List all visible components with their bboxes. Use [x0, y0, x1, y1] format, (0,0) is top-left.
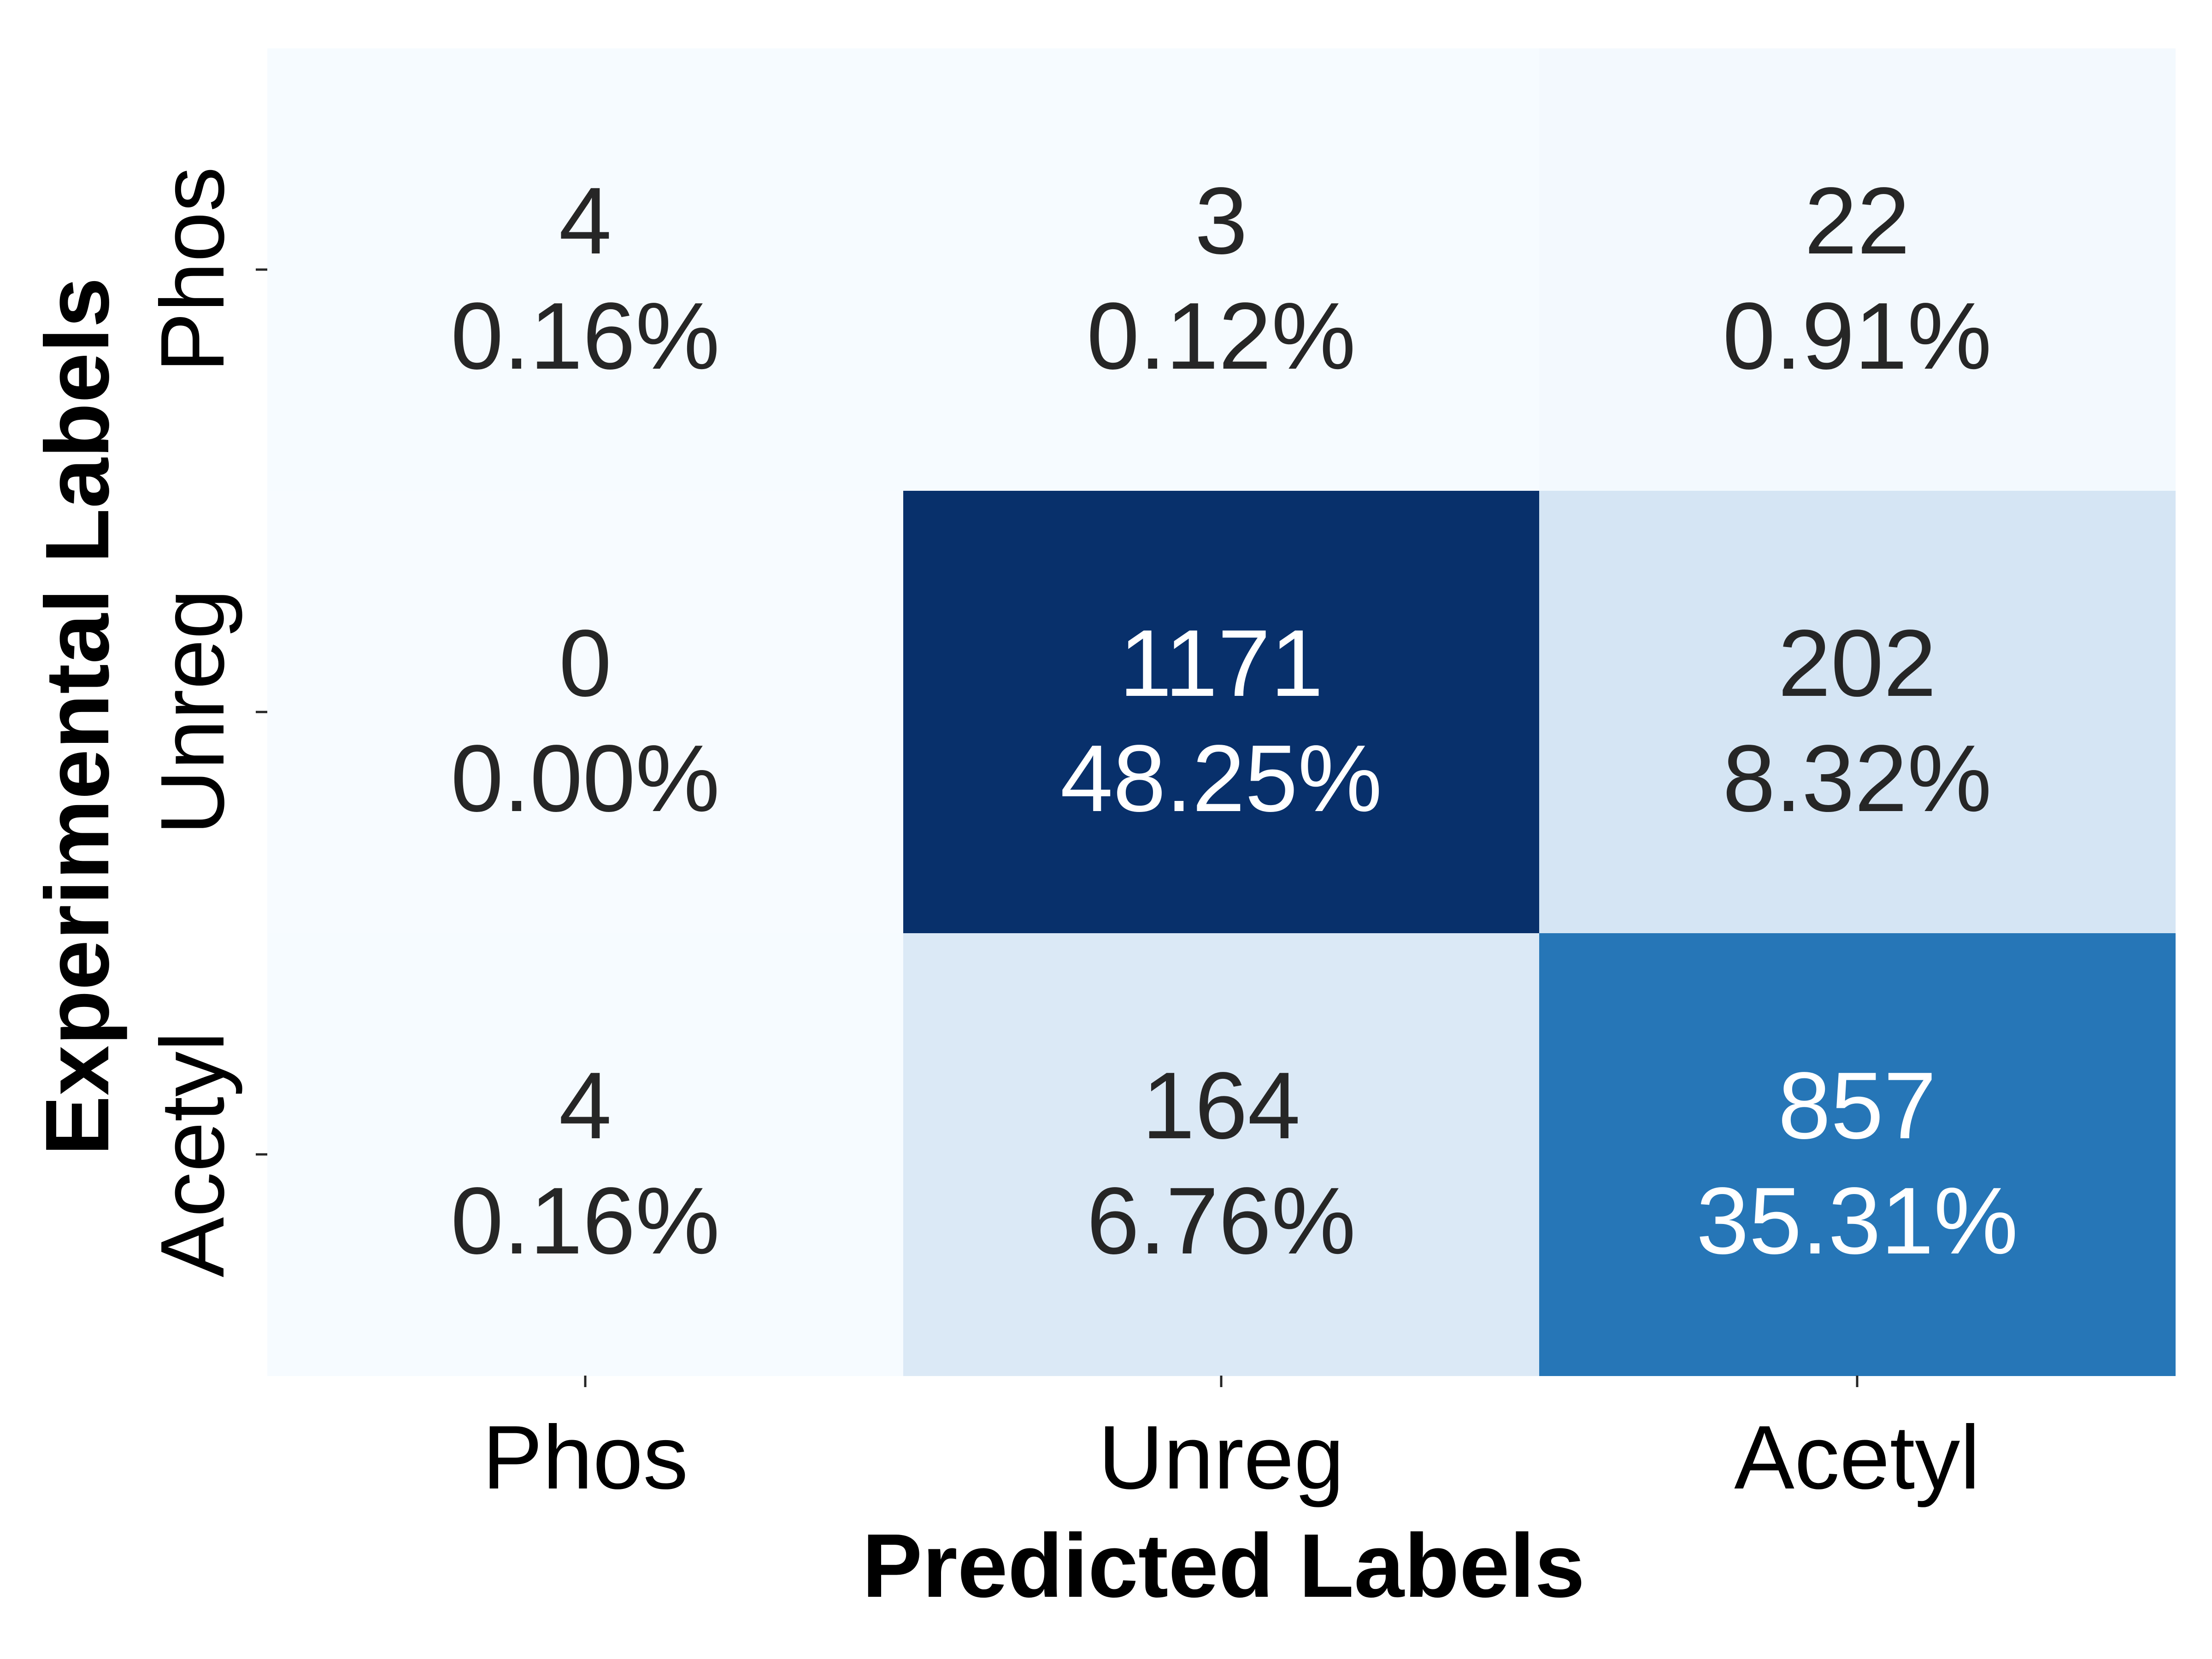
y-tick-label: Unreg [142, 589, 243, 835]
cell-count-label: 4 [559, 168, 612, 274]
cell-count-label: 164 [1142, 1053, 1300, 1159]
heatmap-cells: 40.16%30.12%220.91%00.00%117148.25%2028.… [267, 48, 2176, 1376]
heatmap-cell [903, 491, 1540, 934]
heatmap-cell [1539, 933, 2176, 1376]
cell-percent-label: 0.16% [451, 283, 720, 389]
cell-count-label: 0 [559, 610, 612, 716]
cell-count-label: 22 [1804, 168, 1910, 274]
x-tick-label: Acetyl [1734, 1407, 1980, 1508]
heatmap-cell [1539, 491, 2176, 934]
cell-percent-label: 0.91% [1723, 283, 1992, 389]
heatmap-cell [267, 491, 904, 934]
cell-percent-label: 0.16% [451, 1168, 720, 1274]
y-tick-label: Phos [142, 167, 243, 373]
cell-count-label: 3 [1195, 168, 1248, 274]
heatmap-cell [267, 933, 904, 1376]
cell-percent-label: 8.32% [1723, 725, 1992, 831]
cell-percent-label: 48.25% [1060, 725, 1382, 831]
y-tick-labels: Phos Unreg Acetyl [142, 167, 243, 1277]
heatmap-cell [1539, 48, 2176, 491]
heatmap-cell [903, 933, 1540, 1376]
heatmap-cell [267, 48, 904, 491]
axis-ticks [256, 268, 1859, 1387]
x-tick-label: Unreg [1098, 1407, 1344, 1508]
heatmap-cell [903, 48, 1540, 491]
y-axis-label: Experimental Labels [27, 277, 128, 1156]
x-tick-labels: Phos Unreg Acetyl [482, 1407, 1980, 1508]
cell-percent-label: 35.31% [1696, 1168, 2018, 1274]
cell-percent-label: 0.00% [451, 725, 720, 831]
cell-count-label: 4 [559, 1053, 612, 1159]
cell-percent-label: 6.76% [1087, 1168, 1356, 1274]
cell-percent-label: 0.12% [1087, 283, 1356, 389]
cell-count-label: 202 [1778, 610, 1936, 716]
x-tick-label: Phos [482, 1407, 688, 1508]
cell-count-label: 1171 [1119, 610, 1324, 716]
cell-count-label: 857 [1778, 1053, 1936, 1159]
y-tick-label: Acetyl [142, 1031, 243, 1277]
x-axis-label: Predicted Labels [862, 1515, 1585, 1616]
